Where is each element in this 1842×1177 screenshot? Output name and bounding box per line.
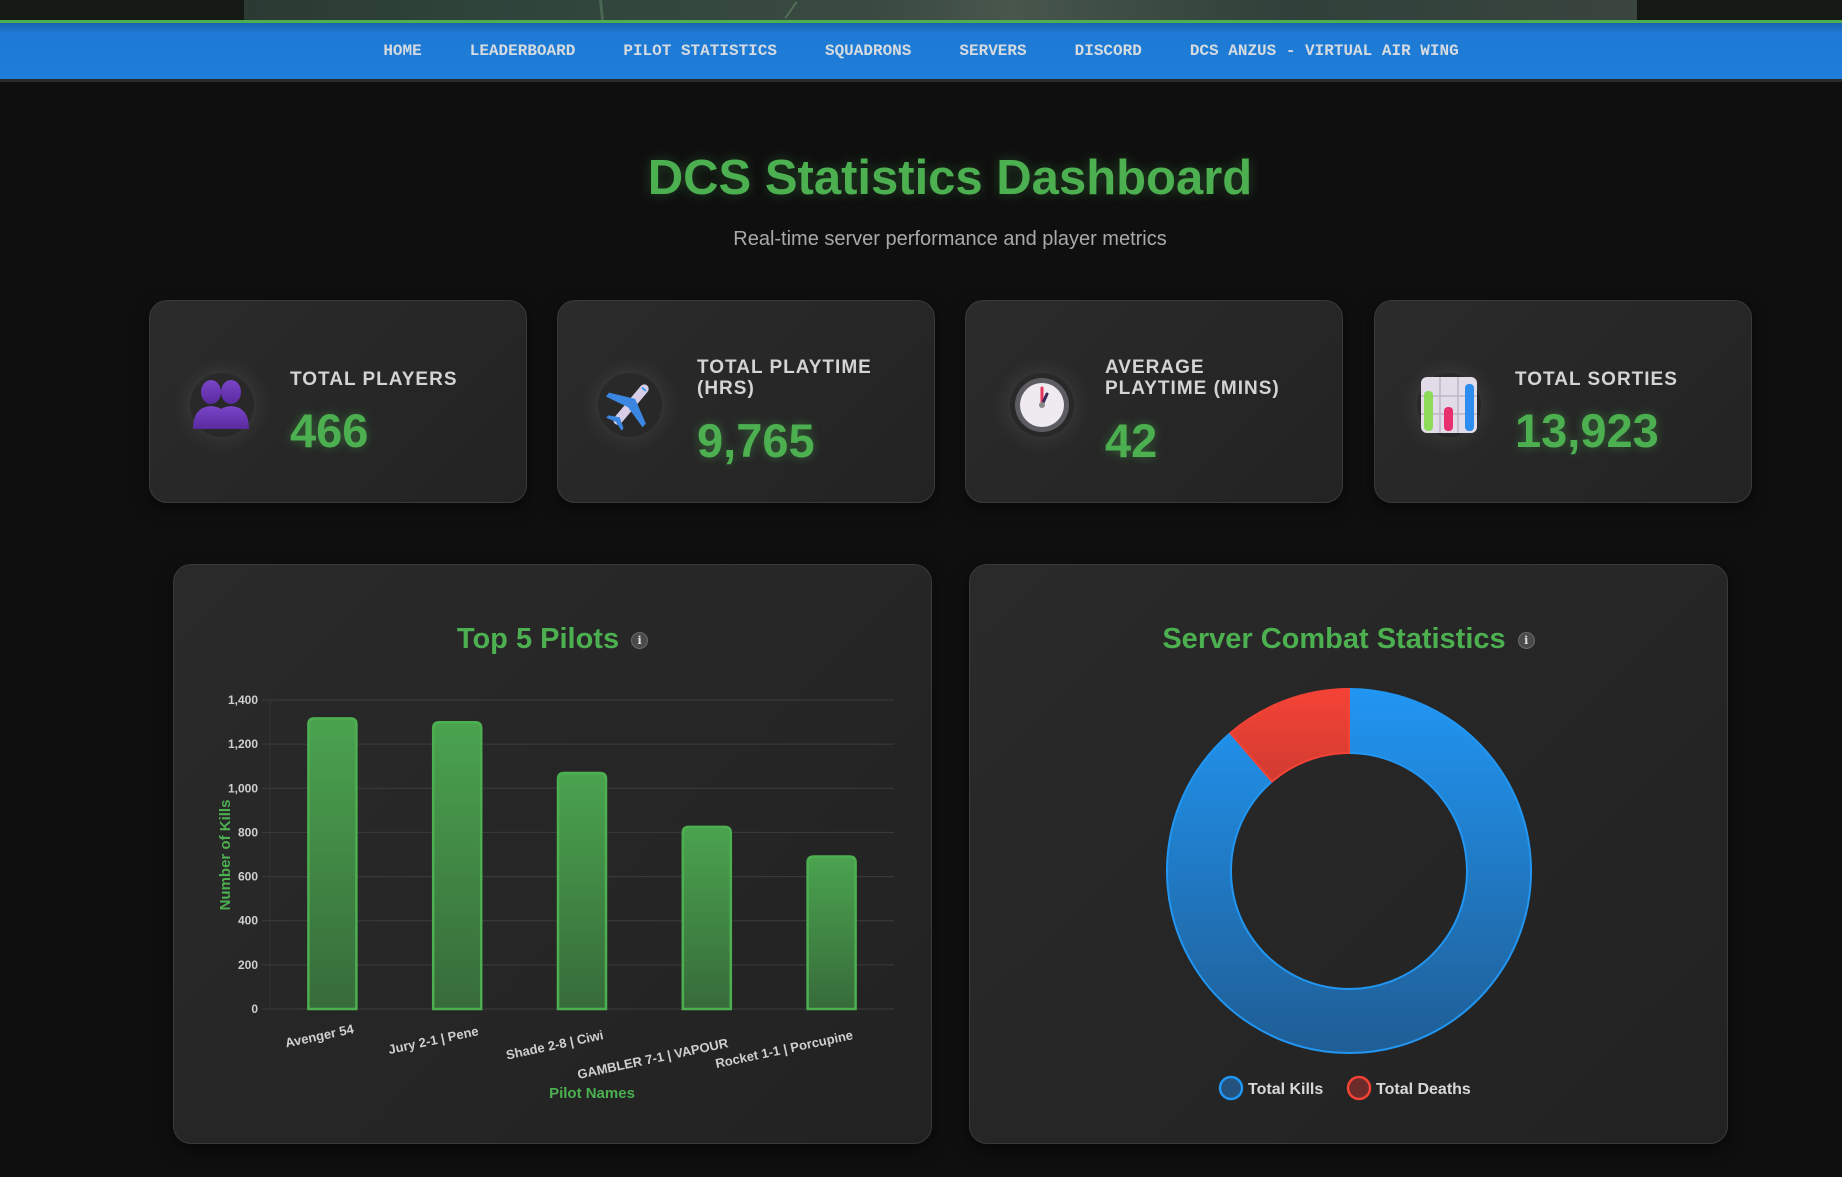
chart-legend: Total Kills Total Deaths [1218,1075,1471,1101]
legend-item-kills[interactable]: Total Kills [1218,1075,1323,1101]
stat-value: 466 [290,404,369,457]
chart-title: Server Combat Statistics i [970,623,1727,656]
y-tick-label: 400 [238,914,258,928]
legend-swatch-kills [1218,1075,1244,1101]
chart-title: Top 5 Pilots i [174,623,931,656]
nav-leaderboard[interactable]: LEADERBOARD [469,42,576,60]
y-tick-label: 600 [238,870,258,884]
server-combat-card: Server Combat Statistics i Total Kills To… [969,564,1728,1144]
bar[interactable] [806,855,857,1011]
stat-card-total-playtime: TOTAL PLAYTIME (HRS) 9,765 [557,300,935,503]
legend-item-deaths[interactable]: Total Deaths [1346,1075,1471,1101]
bar[interactable] [556,771,608,1011]
nav-pilot-statistics[interactable]: PILOT STATISTICS [623,42,777,60]
stat-label: TOTAL PLAYERS [290,369,458,390]
server-combat-title: Server Combat Statistics [1162,623,1506,655]
nav-discord[interactable]: DISCORD [1074,42,1142,60]
nav-squadrons[interactable]: SQUADRONS [824,42,912,60]
y-axis-label: Number of Kills [217,800,234,911]
nav-servers[interactable]: SERVERS [959,42,1027,60]
main-nav: HOME LEADERBOARD PILOT STATISTICS SQUADR… [0,23,1842,79]
x-tick-label: Shade 2-8 | Ciwi [505,1027,605,1062]
bar[interactable] [307,717,358,1011]
stat-card-total-sorties: TOTAL SORTIES 13,923 [1374,300,1752,503]
y-tick-label: 1,200 [228,737,258,751]
y-tick-label: 1,000 [228,781,258,795]
page-title: DCS Statistics Dashboard [647,151,1253,205]
y-tick-label: 800 [238,825,258,839]
two-people-icon [190,373,254,437]
y-tick-label: 200 [238,958,258,972]
y-tick-label: 1,400 [228,693,258,707]
slice-total-kills[interactable] [1166,687,1532,1054]
bar-chart: 0 200 400 600 800 1,000 1,200 1,400 Avenger 54 J… [217,693,894,1102]
stat-value: 9,765 [697,414,815,467]
bar-chart-icon [1417,373,1481,437]
banner-image [244,0,1637,20]
clock-icon [1010,373,1074,437]
accent-line [0,20,1842,23]
airplane-icon [598,373,662,437]
bar[interactable] [681,825,733,1011]
slice-total-deaths[interactable] [1228,687,1350,783]
nav-border [0,79,1842,82]
info-icon[interactable]: i [631,631,649,649]
x-tick-label: Avenger 54 [284,1021,356,1050]
legend-label: Total Deaths [1376,1081,1471,1098]
legend-label: Total Kills [1248,1081,1323,1098]
stat-card-average-playtime: AVERAGE PLAYTIME (MINS) 42 [965,300,1343,503]
x-tick-label: Jury 2-1 | Pene [387,1023,480,1057]
stat-value: 42 [1105,414,1158,467]
bar[interactable] [431,721,483,1011]
donut-chart: Total Kills Total Deaths [1166,687,1532,1101]
y-tick-label: 0 [251,1002,258,1016]
x-axis-label: Pilot Names [549,1085,635,1102]
stat-label: AVERAGE PLAYTIME (MINS) [1105,357,1280,399]
top-pilots-title: Top 5 Pilots [456,623,620,655]
stat-card-total-players: TOTAL PLAYERS 466 [149,300,527,503]
legend-swatch-deaths [1346,1075,1372,1101]
top-banner [0,0,1842,21]
page-subtitle: Real-time server performance and player … [733,228,1167,250]
x-tick-label: Rocket 1-1 | Porcupine [714,1027,854,1071]
stat-value: 13,923 [1515,404,1659,457]
nav-dcs-anzus[interactable]: DCS ANZUS - VIRTUAL AIR WING [1189,42,1459,60]
info-icon[interactable]: i [1517,631,1535,649]
top-pilots-card: Top 5 Pilots i 0 200 400 600 800 1,000 1,200 1,4… [173,564,932,1144]
nav-home[interactable]: HOME [383,42,422,60]
stat-label: TOTAL PLAYTIME (HRS) [697,357,872,399]
stat-label: TOTAL SORTIES [1515,369,1678,390]
